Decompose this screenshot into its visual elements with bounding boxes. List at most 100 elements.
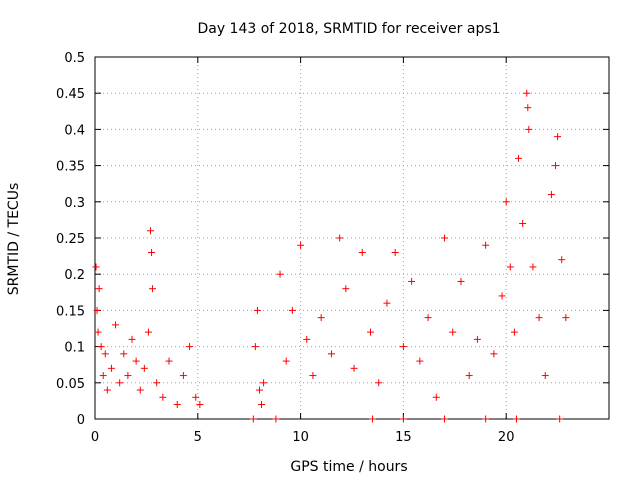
data-point: [149, 285, 157, 293]
data-point: [165, 357, 173, 365]
x-tick-label: 20: [498, 430, 515, 445]
x-tick-label: 15: [395, 430, 412, 445]
data-point: [251, 343, 259, 351]
data-point: [515, 154, 523, 162]
data-point: [297, 241, 305, 249]
data-point: [92, 263, 100, 271]
data-point: [196, 401, 204, 409]
data-point: [399, 415, 407, 423]
x-tick-label: 5: [194, 430, 202, 445]
data-point: [124, 372, 132, 380]
data-point: [309, 372, 317, 380]
data-point: [140, 364, 148, 372]
data-point: [424, 314, 432, 322]
data-point: [258, 401, 266, 409]
data-point: [99, 372, 107, 380]
x-tick-label: 0: [91, 430, 99, 445]
data-point: [524, 104, 532, 112]
data-point: [342, 285, 350, 293]
data-point: [498, 292, 506, 300]
data-point: [375, 379, 383, 387]
plot-frame: [94, 56, 610, 420]
y-tick-label: 0.05: [56, 377, 85, 392]
data-point: [148, 248, 156, 256]
data-point: [490, 350, 498, 358]
y-tick-label: 0.4: [64, 123, 85, 138]
data-point: [441, 234, 449, 242]
data-point: [506, 263, 514, 271]
chart-title: Day 143 of 2018, SRMTID for receiver aps…: [197, 21, 500, 37]
data-point: [510, 328, 518, 336]
y-tick-label: 0.25: [56, 232, 85, 247]
data-point: [336, 234, 344, 242]
data-point: [519, 220, 527, 228]
data-point: [153, 379, 161, 387]
data-point: [253, 306, 261, 314]
data-point: [101, 350, 109, 358]
data-point: [276, 270, 284, 278]
data-point: [482, 241, 490, 249]
data-point: [303, 335, 311, 343]
data-point: [416, 357, 424, 365]
data-point: [128, 335, 136, 343]
data-point: [367, 328, 375, 336]
data-point: [173, 401, 181, 409]
data-point: [556, 415, 564, 423]
data-point: [112, 321, 120, 329]
data-point: [132, 357, 140, 365]
grid: [95, 57, 609, 419]
data-point: [547, 191, 555, 199]
y-tick-label: 0.45: [56, 87, 85, 102]
y-tick-label: 0.35: [56, 160, 85, 175]
data-point: [432, 393, 440, 401]
data-point: [391, 248, 399, 256]
data-point: [179, 372, 187, 380]
y-tick-label: 0: [77, 413, 85, 428]
data-point: [282, 357, 290, 365]
data-point: [457, 277, 465, 285]
data-point: [554, 133, 562, 141]
data-point: [523, 89, 531, 97]
data-point: [408, 277, 416, 285]
data-point: [473, 335, 481, 343]
data-point: [399, 343, 407, 351]
data-point: [192, 393, 200, 401]
data-point: [383, 299, 391, 307]
data-point: [288, 306, 296, 314]
ticks: 0 0.05 0.1 0.15 0.2 0.25 0.3 0.35 0.4 0.45 0.5 0 5 10…: [56, 51, 609, 445]
data-point: [529, 263, 537, 271]
data-point: [441, 415, 449, 423]
data-point: [482, 415, 490, 423]
y-tick-label: 0.15: [56, 304, 85, 319]
data-point: [512, 415, 520, 423]
data-point: [350, 364, 358, 372]
data-point: [465, 372, 473, 380]
data-point: [159, 393, 167, 401]
data-point: [120, 350, 128, 358]
data-point: [136, 386, 144, 394]
data-point: [95, 285, 103, 293]
data-point: [525, 125, 533, 133]
data-point: [116, 379, 124, 387]
data-point: [369, 415, 377, 423]
y-tick-label: 0.3: [64, 196, 85, 211]
data-point: [317, 314, 325, 322]
data-point: [144, 328, 152, 336]
x-tick-label: 10: [292, 430, 309, 445]
data-point: [186, 343, 194, 351]
data-point: [541, 372, 549, 380]
data-point: [558, 256, 566, 264]
data-point: [535, 314, 543, 322]
data-point: [94, 328, 102, 336]
y-tick-label: 0.1: [64, 341, 85, 356]
y-axis-label: SRMTID / TECUs: [6, 183, 22, 296]
data-point: [502, 198, 510, 206]
data-point: [562, 314, 570, 322]
data-point: [327, 350, 335, 358]
data-point: [449, 328, 457, 336]
y-tick-label: 0.5: [64, 51, 85, 66]
data-point: [358, 248, 366, 256]
data-point: [97, 343, 105, 351]
